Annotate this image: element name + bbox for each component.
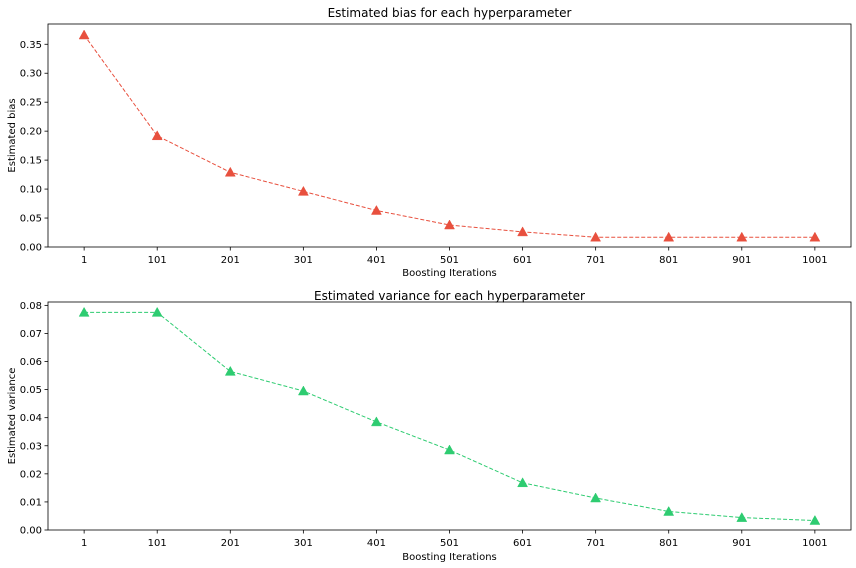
y-tick-label: 0.02 (20, 469, 42, 480)
data-point-marker (78, 306, 90, 317)
y-tick-label: 0.05 (20, 385, 42, 396)
chart-panel-1: Estimated bias for each hyperparameter 1 1… (7, 6, 852, 279)
chart-title: Estimated bias for each hyperparameter (328, 6, 572, 20)
x-axis-label: Boosting Iterations (402, 552, 497, 563)
chart-title: Estimated variance for each hyperparamet… (314, 289, 585, 303)
x-tick-label: 101 (148, 255, 167, 266)
x-axis-label: Boosting Iterations (402, 268, 497, 279)
x-tick-label: 901 (732, 255, 751, 266)
y-tick-label: 0.03 (20, 441, 42, 452)
x-tick-label: 1001 (802, 255, 827, 266)
chart-panel-2: Estimated variance for each hyperparamet… (7, 289, 852, 563)
x-tick-label: 101 (148, 538, 167, 549)
y-tick-label: 0.04 (20, 413, 42, 424)
y-tick-label: 0.20 (20, 127, 42, 138)
y-tick-label: 0.00 (20, 526, 42, 537)
y-tick-label: 0.00 (20, 243, 42, 254)
plot-frame (47, 23, 852, 248)
data-point-marker (370, 416, 382, 427)
x-tick-label: 201 (221, 255, 240, 266)
plot-frame (47, 301, 852, 531)
series-line (84, 311, 815, 521)
data-point-marker (517, 477, 529, 488)
y-tick-label: 0.30 (20, 69, 42, 80)
data-point-marker (151, 130, 163, 141)
data-point-marker (78, 29, 90, 40)
x-tick-label: 801 (659, 538, 678, 549)
x-tick-label: 501 (440, 255, 459, 266)
data-point-marker (809, 231, 821, 242)
data-point-marker (297, 185, 309, 196)
data-point-marker (736, 231, 748, 242)
x-tick-label: 401 (367, 538, 386, 549)
data-point-marker (809, 514, 821, 525)
x-tick-label: 1001 (802, 538, 827, 549)
series-line (83, 34, 815, 238)
y-tick-label: 0.05 (20, 214, 42, 225)
data-point-marker (590, 231, 602, 242)
x-tick-label: 801 (659, 255, 678, 266)
data-point-marker (517, 226, 529, 237)
y-tick-label: 0.35 (20, 40, 42, 51)
x-tick-label: 601 (513, 255, 532, 266)
y-axis-label: Estimated bias (7, 98, 18, 172)
data-point-marker (663, 505, 675, 516)
y-tick-label: 0.01 (20, 497, 42, 508)
y-axis-label: Estimated variance (7, 368, 18, 465)
x-tick-label: 201 (221, 538, 240, 549)
data-point-marker (736, 512, 748, 522)
y-tick-label: 0.25 (20, 98, 42, 109)
data-point-marker (444, 219, 455, 230)
x-tick-label: 701 (586, 255, 605, 266)
x-tick-label: 1 (81, 538, 87, 549)
data-point-marker (297, 385, 309, 396)
data-point-marker (224, 365, 236, 376)
x-tick-label: 901 (732, 538, 751, 549)
y-tick-label: 0.15 (20, 156, 42, 167)
x-tick-label: 301 (294, 255, 313, 266)
data-point-marker (151, 306, 163, 317)
data-point-marker (224, 166, 236, 177)
x-tick-label: 301 (294, 538, 313, 549)
x-tick-label: 1 (81, 255, 87, 266)
data-point-marker (663, 231, 675, 242)
y-tick-label: 0.10 (20, 185, 42, 196)
y-tick-label: 0.08 (20, 301, 42, 312)
data-point-marker (444, 444, 455, 455)
x-tick-label: 401 (367, 255, 386, 266)
y-tick-label: 0.06 (20, 357, 42, 368)
data-point-marker (370, 204, 382, 215)
x-tick-label: 601 (513, 538, 532, 549)
x-tick-label: 501 (440, 538, 459, 549)
data-point-marker (590, 492, 602, 503)
x-tick-label: 701 (586, 538, 605, 549)
y-tick-label: 0.07 (20, 329, 42, 340)
